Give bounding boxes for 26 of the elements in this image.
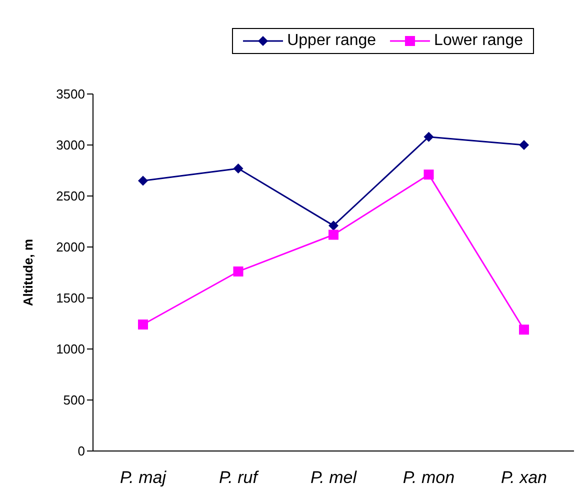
point xyxy=(424,170,434,180)
y-tick-label: 2000 xyxy=(56,240,85,255)
legend-label: Lower range xyxy=(433,32,523,50)
y-tick-label: 500 xyxy=(63,392,85,408)
y-tick-label: 1000 xyxy=(56,342,85,357)
legend-label: Upper range xyxy=(286,32,376,50)
point xyxy=(328,220,338,231)
point xyxy=(328,230,338,240)
x-tick-label: P. xan xyxy=(500,468,548,488)
y-tick-label: 0 xyxy=(78,444,85,459)
point xyxy=(138,176,148,186)
point xyxy=(519,140,529,150)
x-tick-label: P. maj xyxy=(120,468,168,488)
point xyxy=(138,320,148,330)
y-axis-title: Altitude, m xyxy=(20,238,36,306)
y-tick-label: 3000 xyxy=(56,138,85,153)
point xyxy=(519,324,529,335)
y-tick-label: 3500 xyxy=(56,86,85,102)
x-tick-label: P. mel xyxy=(310,468,358,488)
y-tick-label: 2500 xyxy=(56,188,85,204)
point xyxy=(424,132,434,142)
point xyxy=(233,163,244,174)
y-tick-label: 1500 xyxy=(56,290,85,306)
x-tick-label: P. ruf xyxy=(219,468,260,488)
x-tick-label: P. mon xyxy=(402,468,455,488)
point xyxy=(233,266,244,276)
